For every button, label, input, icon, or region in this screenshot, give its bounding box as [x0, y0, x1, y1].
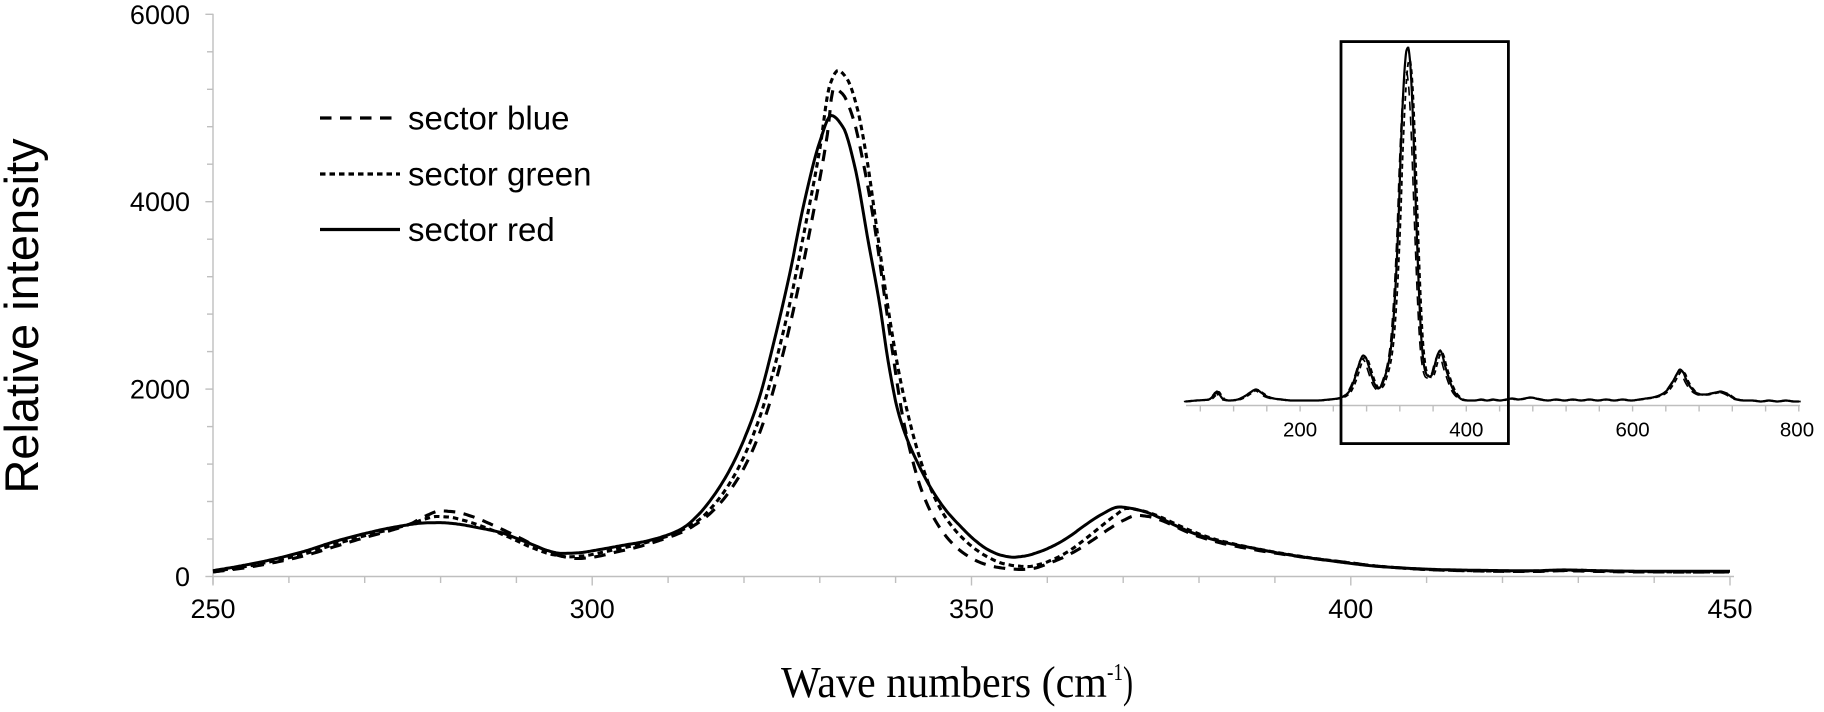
svg-text:600: 600 — [1615, 419, 1649, 442]
svg-text:400: 400 — [1449, 419, 1483, 442]
svg-text:400: 400 — [1328, 594, 1373, 624]
svg-text:800: 800 — [1780, 419, 1814, 442]
svg-text:sector green: sector green — [408, 156, 591, 193]
svg-text:4000: 4000 — [130, 187, 190, 217]
svg-text:6000: 6000 — [130, 0, 190, 30]
svg-text:200: 200 — [1283, 419, 1317, 442]
svg-text:350: 350 — [949, 594, 994, 624]
svg-text:250: 250 — [190, 594, 235, 624]
svg-text:sector blue: sector blue — [408, 100, 569, 137]
svg-text:0: 0 — [175, 562, 190, 592]
svg-text:Relative intensity: Relative intensity — [0, 138, 48, 494]
svg-text:2000: 2000 — [130, 375, 190, 405]
svg-text:Wave numbers (cm-1): Wave numbers (cm-1) — [781, 658, 1133, 707]
svg-text:300: 300 — [570, 594, 615, 624]
svg-text:450: 450 — [1707, 594, 1752, 624]
svg-text:sector red: sector red — [408, 211, 555, 248]
